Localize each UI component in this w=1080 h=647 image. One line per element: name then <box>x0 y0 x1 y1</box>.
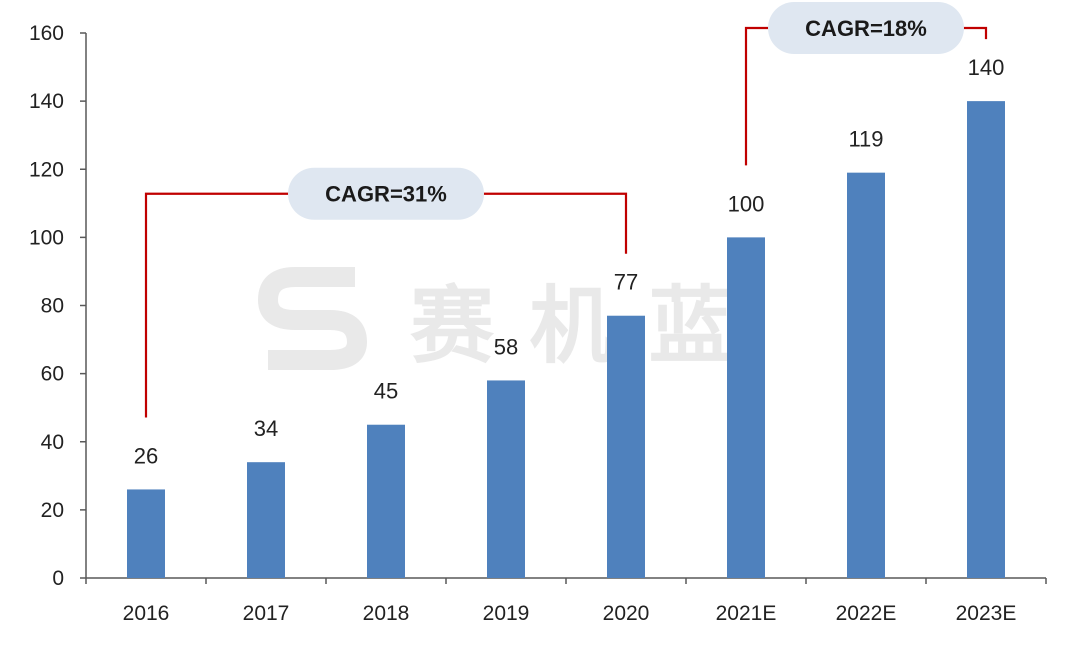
y-tick-label: 100 <box>29 226 64 249</box>
watermark-text: 赛 机 蓝 <box>410 279 739 373</box>
x-tick-label: 2020 <box>603 602 650 625</box>
x-tick-label: 2019 <box>483 602 530 625</box>
cagr-label: CAGR=31% <box>325 182 447 207</box>
data-label: 45 <box>374 379 398 404</box>
bars <box>127 101 1005 578</box>
y-tick-label: 60 <box>41 363 64 386</box>
y-tick-label: 20 <box>41 499 64 522</box>
watermark: 赛 机 蓝 <box>257 267 739 373</box>
bar <box>127 489 165 578</box>
cagr-pill <box>288 167 484 220</box>
x-tick-label: 2017 <box>243 602 290 625</box>
axes: 0 20 40 60 80 100 120 140 160 2016 2017 2018 2019 202… <box>29 22 1047 625</box>
cagr-annotations: CAGR=31% CAGR=18% <box>144 2 988 418</box>
y-tick-label: 140 <box>29 90 64 113</box>
s-logo-icon <box>257 267 368 370</box>
x-tick-label: 2018 <box>363 602 410 625</box>
y-tick-label: 40 <box>41 431 64 454</box>
y-tick-label: 160 <box>29 22 64 45</box>
x-tick-label: 2016 <box>123 602 170 625</box>
bar <box>967 101 1005 578</box>
data-label: 140 <box>968 55 1005 80</box>
bar <box>727 237 765 578</box>
cagr-pill <box>768 2 964 54</box>
data-label: 34 <box>254 416 278 441</box>
cagr-annotation: CAGR=31% <box>144 167 628 418</box>
y-tick-label: 0 <box>52 567 64 590</box>
bar <box>367 424 405 578</box>
y-tick-label: 120 <box>29 158 64 181</box>
x-tick-label: 2021E <box>716 602 777 625</box>
data-label: 100 <box>728 191 765 216</box>
x-tick-label: 2022E <box>836 602 897 625</box>
cagr-label: CAGR=18% <box>805 16 927 41</box>
data-label: 58 <box>494 334 518 359</box>
bar <box>247 462 285 578</box>
data-labels: 26 34 45 58 77 100 119 140 <box>134 55 1005 468</box>
bar <box>847 172 885 578</box>
cagr-annotation: CAGR=18% <box>744 2 988 166</box>
bar <box>487 380 525 578</box>
x-tick-label: 2023E <box>956 602 1017 625</box>
y-tick-label: 80 <box>41 295 64 318</box>
data-label: 119 <box>848 127 883 152</box>
bar <box>607 315 645 578</box>
data-label: 77 <box>614 270 638 295</box>
data-label: 26 <box>134 443 158 468</box>
